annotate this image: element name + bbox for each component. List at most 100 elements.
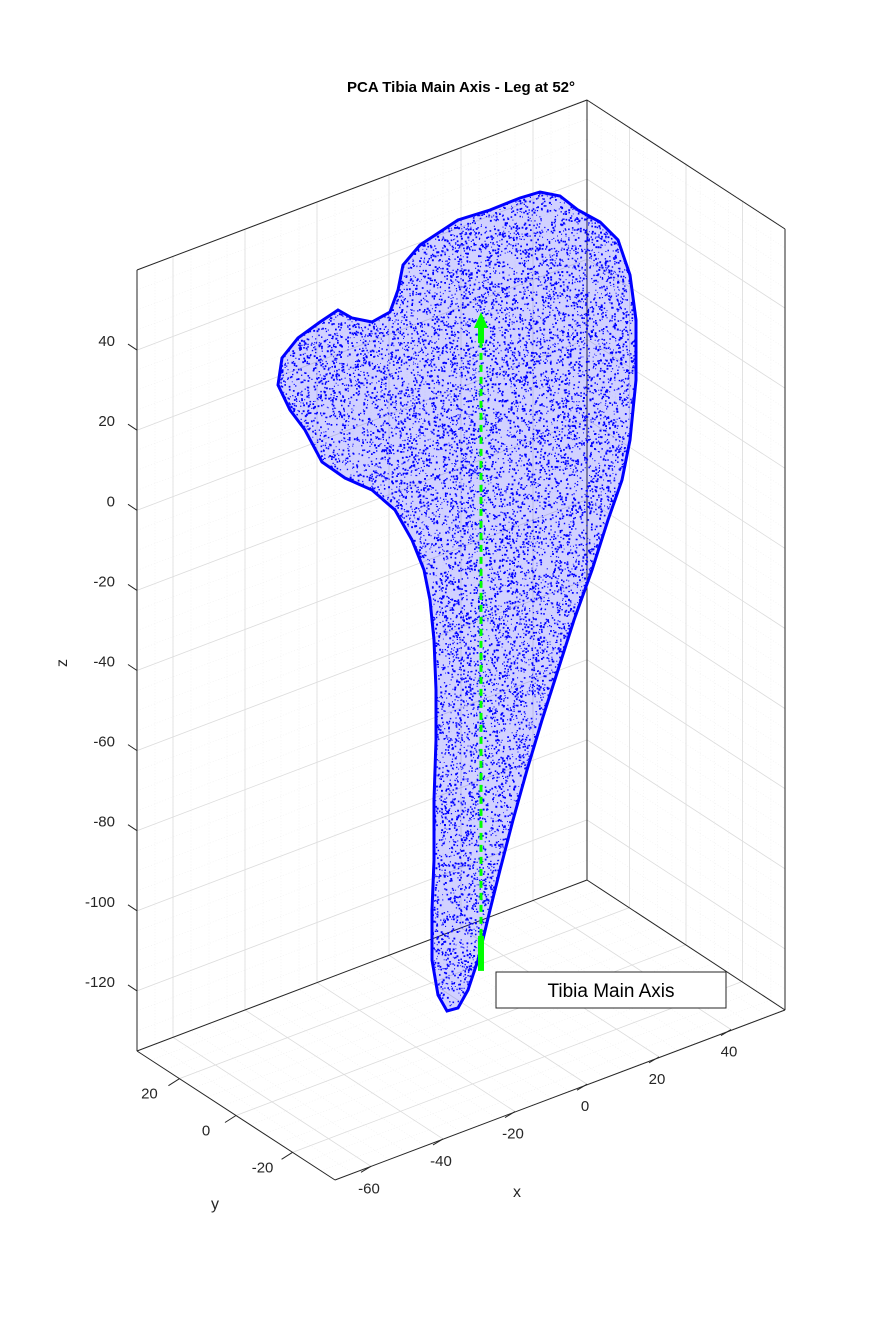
x-axis-label: x bbox=[513, 1184, 521, 1201]
grid-minor-line bbox=[514, 907, 714, 1037]
grid-minor-line bbox=[586, 759, 786, 890]
x-tick-label: -60 bbox=[358, 1180, 380, 1197]
grid-lines bbox=[136, 98, 786, 1181]
grid-minor-line bbox=[193, 916, 644, 1089]
grid-major-line bbox=[136, 258, 588, 431]
legend-entry-tibia-main-axis: Tibia Main Axis bbox=[547, 981, 674, 1002]
legend: Tibia Main Axis bbox=[495, 971, 727, 1009]
grid-minor-line bbox=[586, 138, 786, 269]
grid-minor-line bbox=[586, 719, 786, 850]
grid-minor-line bbox=[136, 559, 588, 731]
z-tick-label: 40 bbox=[98, 333, 115, 350]
grid-minor-line bbox=[586, 599, 786, 729]
grid-minor-line bbox=[136, 238, 588, 411]
grid-minor-line bbox=[352, 968, 552, 1099]
grid-minor-line bbox=[136, 619, 588, 791]
grid-minor-line bbox=[264, 962, 715, 1135]
grid-minor-line bbox=[136, 379, 588, 551]
grid-minor-line bbox=[586, 559, 786, 689]
grid-minor-line bbox=[221, 935, 672, 1107]
grid-minor-line bbox=[586, 699, 786, 830]
box-edge bbox=[136, 99, 588, 271]
grid-minor-line bbox=[586, 459, 786, 589]
grid-minor-line bbox=[586, 639, 786, 769]
z-tick-label: -120 bbox=[85, 974, 115, 991]
grid-minor-line bbox=[136, 298, 588, 471]
grid-minor-line bbox=[298, 989, 498, 1119]
x-tick-label: -40 bbox=[430, 1153, 452, 1170]
x-axis-line bbox=[334, 1009, 786, 1181]
grid-minor-line bbox=[136, 799, 588, 972]
grid-minor-line bbox=[586, 539, 786, 669]
z-tick-label: -40 bbox=[93, 654, 115, 671]
grid-minor-line bbox=[208, 1023, 408, 1153]
grid-minor-line bbox=[586, 779, 786, 910]
grid-major-line bbox=[136, 659, 588, 832]
grid-minor-line bbox=[586, 879, 786, 1010]
grid-minor-line bbox=[136, 359, 588, 531]
z-tick-mark bbox=[127, 503, 138, 511]
grid-minor-line bbox=[586, 479, 786, 609]
z-tick-mark bbox=[127, 744, 138, 752]
grid-minor-line bbox=[154, 1043, 354, 1174]
z-tick-mark bbox=[127, 423, 138, 431]
box-edge bbox=[586, 879, 786, 1011]
box-edge bbox=[136, 879, 588, 1052]
grid-minor-line bbox=[136, 198, 588, 371]
grid-minor-line bbox=[306, 990, 757, 1162]
z-tick-label: 0 bbox=[107, 493, 115, 510]
y-tick-label: 0 bbox=[202, 1123, 210, 1140]
z-tick-label: -80 bbox=[93, 814, 115, 831]
z-tick-label: -60 bbox=[93, 734, 115, 751]
grid-major-line bbox=[136, 819, 588, 992]
grid-minor-line bbox=[151, 888, 602, 1061]
grid-minor-line bbox=[136, 519, 588, 691]
x-tick-label: -20 bbox=[502, 1126, 524, 1143]
grid-minor-line bbox=[586, 839, 786, 970]
z-tick-mark bbox=[127, 343, 138, 351]
grid-minor-line bbox=[136, 218, 588, 391]
z-tick-mark bbox=[127, 664, 138, 671]
z-tick-mark bbox=[127, 984, 138, 992]
z-tick-label: -100 bbox=[85, 894, 115, 911]
grid-minor-line bbox=[165, 898, 616, 1070]
x-tick-mark bbox=[720, 1029, 732, 1036]
y-tick-mark bbox=[224, 1115, 237, 1123]
grid-minor-line bbox=[136, 459, 588, 631]
grid-minor-line bbox=[136, 479, 588, 651]
z-tick-label: 20 bbox=[98, 413, 115, 430]
x-tick-mark bbox=[432, 1138, 444, 1146]
grid-minor-line bbox=[370, 961, 570, 1092]
grid-minor-line bbox=[586, 118, 786, 249]
grid-major-line bbox=[136, 579, 588, 751]
grid-minor-line bbox=[136, 599, 588, 771]
grid-minor-line bbox=[496, 913, 696, 1044]
tick-labels: -120 -100 -80 -60 -40 -20 0 20 40 -60 -40 -20 0 20 40 -… bbox=[85, 333, 737, 1197]
grid-minor-line bbox=[406, 948, 606, 1078]
grid-minor-line bbox=[586, 319, 786, 449]
grid-minor-line bbox=[226, 1016, 426, 1147]
grid-minor-line bbox=[136, 439, 588, 611]
grid-minor-line bbox=[442, 934, 642, 1064]
grid-minor-line bbox=[136, 859, 588, 1032]
z-tick-mark bbox=[127, 904, 138, 912]
chart-title: PCA Tibia Main Axis - Leg at 52° bbox=[347, 79, 575, 96]
grid-minor-line bbox=[586, 158, 786, 289]
x-tick-label: 0 bbox=[581, 1098, 589, 1115]
y-tick-mark bbox=[168, 1078, 180, 1087]
grid-minor-line bbox=[586, 519, 786, 649]
y-axis-label: y bbox=[211, 1196, 219, 1213]
grid-minor-line bbox=[136, 118, 588, 291]
grid-minor-line bbox=[136, 759, 588, 932]
grid-minor-line bbox=[190, 1030, 390, 1160]
grid-minor-line bbox=[136, 779, 588, 952]
y-tick-mark bbox=[281, 1151, 293, 1160]
grid-minor-line bbox=[586, 299, 786, 429]
z-axis-label: z bbox=[54, 659, 71, 667]
z-tick-mark bbox=[127, 583, 138, 591]
grid-minor-line bbox=[136, 679, 588, 852]
x-tick-label: 20 bbox=[649, 1071, 666, 1088]
grid-minor-line bbox=[136, 138, 588, 311]
grid-minor-line bbox=[207, 925, 658, 1098]
x-tick-label: 40 bbox=[721, 1044, 738, 1061]
